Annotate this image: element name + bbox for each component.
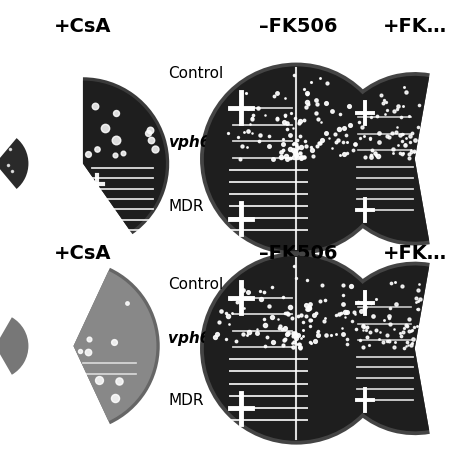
Circle shape bbox=[204, 256, 389, 441]
Wedge shape bbox=[83, 81, 166, 231]
Circle shape bbox=[204, 66, 389, 251]
Text: vph6: vph6 bbox=[168, 135, 210, 150]
Wedge shape bbox=[0, 138, 28, 189]
Wedge shape bbox=[328, 262, 430, 435]
Text: MDR: MDR bbox=[168, 199, 204, 214]
Text: Control: Control bbox=[168, 66, 224, 81]
Circle shape bbox=[200, 63, 392, 255]
Text: –FK506: –FK506 bbox=[259, 244, 338, 263]
Wedge shape bbox=[332, 76, 429, 242]
Wedge shape bbox=[332, 265, 429, 431]
Circle shape bbox=[200, 252, 392, 445]
Text: +FK…: +FK… bbox=[383, 244, 447, 263]
Text: +CsA: +CsA bbox=[54, 17, 112, 36]
Wedge shape bbox=[73, 271, 156, 421]
Wedge shape bbox=[83, 77, 169, 234]
Text: +CsA: +CsA bbox=[54, 244, 112, 263]
Text: Control: Control bbox=[168, 277, 224, 292]
Text: vph6 fpr1: vph6 fpr1 bbox=[168, 331, 252, 346]
Wedge shape bbox=[0, 317, 28, 375]
Wedge shape bbox=[328, 72, 430, 246]
Text: MDR: MDR bbox=[168, 393, 204, 408]
Text: +FK…: +FK… bbox=[383, 17, 447, 36]
Text: –FK506: –FK506 bbox=[259, 17, 338, 36]
Wedge shape bbox=[73, 268, 160, 424]
